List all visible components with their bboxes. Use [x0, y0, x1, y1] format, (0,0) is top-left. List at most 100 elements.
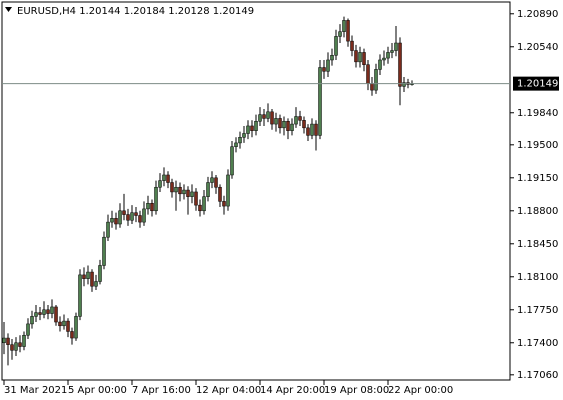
y-tick-label: 1.20540	[517, 42, 558, 53]
x-tick-label: 14 Apr 20:00	[260, 385, 325, 396]
candle-body	[214, 177, 218, 188]
candle-body	[298, 116, 302, 121]
candle-body	[222, 201, 226, 207]
candle-body	[26, 323, 30, 336]
candle-body	[186, 189, 190, 197]
candle-body	[294, 116, 298, 125]
menu-triangle[interactable]	[5, 7, 12, 12]
y-tick-label: 1.20890	[517, 9, 558, 20]
y-tick-label: 1.18800	[517, 206, 558, 217]
candle-body	[202, 196, 206, 212]
candle-body	[210, 177, 214, 183]
candle-body	[170, 182, 174, 193]
x-tick-label: 31 Mar 2021	[4, 385, 67, 396]
candle-body	[270, 111, 274, 125]
candle-body	[154, 186, 158, 212]
y-tick-label: 1.18450	[517, 239, 558, 250]
candle-body	[106, 221, 110, 238]
candle-body	[322, 67, 326, 72]
candle-body	[362, 52, 366, 65]
candle-body	[166, 174, 170, 183]
candle-body	[14, 342, 18, 351]
candle-body	[78, 274, 82, 317]
candle-body	[46, 309, 50, 314]
candle-body	[118, 210, 122, 225]
candle-body	[402, 82, 406, 87]
candle-body	[230, 146, 234, 176]
candle-body	[126, 214, 130, 221]
candle-body	[190, 191, 194, 197]
candle-body	[334, 36, 338, 56]
candle-body	[86, 271, 90, 279]
candle-body	[274, 118, 278, 125]
candle-body	[2, 337, 6, 344]
candle-body	[370, 83, 374, 91]
candle-body	[34, 312, 38, 317]
x-tick-label: 19 Apr 08:00	[324, 385, 389, 396]
candle-body	[162, 174, 166, 181]
candle-body	[266, 111, 270, 119]
candle-body	[398, 42, 402, 87]
candle-body	[330, 55, 334, 61]
candle-body	[18, 342, 22, 347]
candle-body	[250, 125, 254, 131]
candle-body	[142, 208, 146, 223]
price-label-box	[513, 76, 559, 91]
candle-body	[286, 120, 290, 131]
candle-body	[278, 118, 282, 129]
candle-body	[390, 50, 394, 53]
candle-body	[262, 114, 266, 119]
candle-body	[302, 120, 306, 129]
candle-body	[346, 20, 350, 42]
candle-body	[338, 31, 342, 37]
candle-body	[110, 218, 114, 223]
candle-body	[382, 57, 386, 61]
candle-body	[290, 123, 294, 131]
candle-body	[378, 59, 382, 70]
candle-body	[282, 120, 286, 129]
candle-body	[130, 212, 134, 221]
candle-body	[206, 182, 210, 197]
candle-body	[10, 344, 14, 351]
candle-body	[234, 142, 238, 147]
candle-body	[138, 215, 142, 223]
candle-body	[90, 271, 94, 287]
candle-body	[386, 52, 390, 59]
chart-title: EURUSD,H4 1.20144 1.20184 1.20128 1.2014…	[17, 6, 254, 17]
candle-body	[6, 337, 10, 345]
candle-body	[318, 67, 322, 136]
candle-body	[114, 218, 118, 225]
candle-body	[198, 204, 202, 212]
candle-body	[306, 127, 310, 136]
plot-frame	[1, 1, 511, 381]
candle-body	[82, 274, 86, 279]
candle-body	[358, 52, 362, 63]
candle-body	[310, 123, 314, 136]
candle-body	[226, 174, 230, 207]
candle-body	[178, 186, 182, 195]
candle-body	[258, 114, 262, 122]
candle-body	[50, 306, 54, 314]
x-tick-label: 22 Apr 00:00	[388, 385, 453, 396]
y-tick-label: 1.17750	[517, 305, 558, 316]
candle-body	[58, 321, 62, 327]
candle-body	[374, 69, 378, 91]
candle-body	[22, 334, 26, 347]
candle-body	[354, 50, 358, 63]
y-tick-label: 1.19500	[517, 140, 558, 151]
candle-body	[42, 309, 46, 315]
candle-body	[342, 20, 346, 32]
candle-body	[146, 203, 150, 210]
candle-body	[350, 40, 354, 51]
price-label: 1.20149	[517, 79, 558, 90]
y-tick-label: 1.19840	[517, 108, 558, 119]
candle-body	[38, 312, 42, 315]
x-tick-label: 5 Apr 00:00	[68, 385, 127, 396]
y-tick-label: 1.18100	[517, 272, 558, 283]
y-tick-label: 1.17400	[517, 338, 558, 349]
candle-body	[242, 133, 246, 138]
x-tick-label: 7 Apr 16:00	[132, 385, 191, 396]
candle-body	[158, 180, 162, 188]
candle-body	[74, 316, 78, 339]
